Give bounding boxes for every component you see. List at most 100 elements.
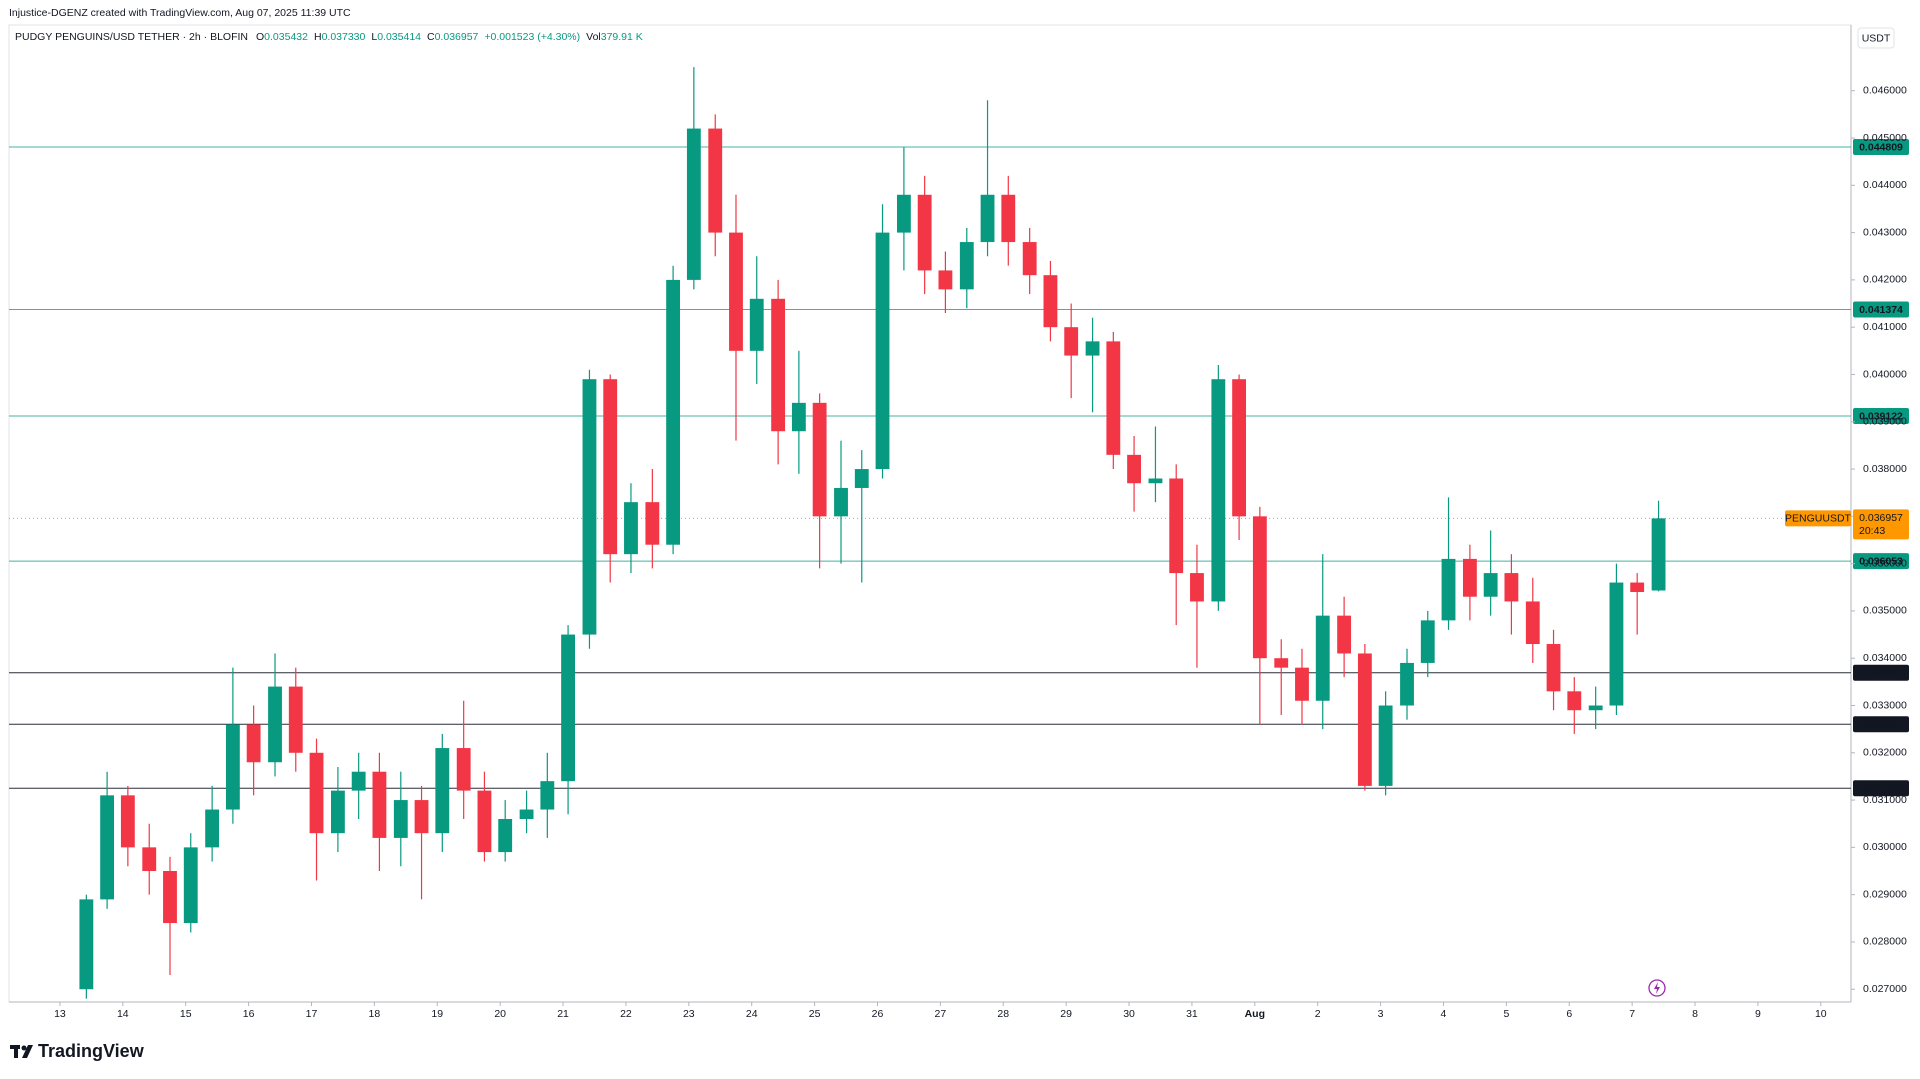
candle-body xyxy=(1420,620,1435,663)
legend-text: PUDGY PENGUINS/USD TETHER · 2h · BLOFIN O… xyxy=(15,31,643,43)
x-tick-label: 4 xyxy=(1441,1008,1447,1020)
x-tick-label: Aug xyxy=(1245,1008,1265,1020)
x-tick-label: 20 xyxy=(494,1008,506,1020)
y-tick-label: 0.028000 xyxy=(1863,936,1907,948)
candle-body xyxy=(1546,644,1561,692)
candle-body xyxy=(205,809,220,848)
x-tick-label: 6 xyxy=(1566,1008,1572,1020)
x-tick-label: 18 xyxy=(369,1008,381,1020)
candle-body xyxy=(896,194,911,233)
candle-body xyxy=(1001,194,1016,243)
level-label: 0.036053 xyxy=(1859,555,1903,567)
candle-body xyxy=(854,469,869,488)
y-tick-label: 0.034000 xyxy=(1863,652,1907,664)
candle-body xyxy=(1127,454,1141,484)
y-tick-label: 0.036000 xyxy=(1863,557,1907,569)
level-label: 0.044809 xyxy=(1859,141,1903,153)
level-label: 0.033692 xyxy=(1859,667,1903,679)
candle-body xyxy=(666,279,681,545)
levels: 0.044809 0.041374 0.039122 0.036053 0.033692… xyxy=(9,139,1909,797)
currency-box[interactable] xyxy=(1857,27,1895,49)
x-tick-label: 27 xyxy=(935,1008,947,1020)
candle-body xyxy=(729,232,743,351)
candle-body xyxy=(1504,573,1519,602)
candle-body xyxy=(1043,275,1058,328)
candle-body xyxy=(435,748,450,834)
x-tick-label: 19 xyxy=(431,1008,443,1020)
y-tick-label: 0.027000 xyxy=(1863,983,1907,995)
event-icon-bolt xyxy=(1654,982,1660,994)
legend-prefix: C xyxy=(427,31,435,43)
candle-body xyxy=(100,795,115,900)
y-tick-label: 0.032000 xyxy=(1863,747,1907,759)
candle-body xyxy=(1211,379,1226,602)
candle-body xyxy=(1085,341,1100,356)
candle-body xyxy=(708,128,723,233)
legend-prefix: O xyxy=(256,31,264,43)
x-tick-label: 31 xyxy=(1186,1008,1198,1020)
candle-body xyxy=(351,771,366,791)
x-tick-label: 5 xyxy=(1503,1008,1509,1020)
x-tick-label: 25 xyxy=(809,1008,821,1020)
candle-body xyxy=(624,502,638,555)
candle-body xyxy=(812,402,827,517)
candle-body xyxy=(1651,518,1666,591)
candle-body xyxy=(771,298,786,432)
candle-body xyxy=(414,800,429,834)
brand: TradingView xyxy=(38,1041,145,1061)
y-tick-label: 0.031000 xyxy=(1863,794,1907,806)
level-label: 0.032604 xyxy=(1859,719,1903,731)
logo-shape xyxy=(14,1045,18,1058)
candle-body xyxy=(791,402,806,432)
logo: TradingView xyxy=(10,1041,145,1061)
x-tick-label: 21 xyxy=(557,1008,569,1020)
candle-body xyxy=(330,790,345,834)
candle-body xyxy=(959,242,974,290)
candle-body xyxy=(686,128,701,280)
level-label-box xyxy=(1853,139,1909,156)
legend-prefix: H xyxy=(314,31,322,43)
x-tick-label: 23 xyxy=(683,1008,695,1020)
candle-body xyxy=(1378,705,1393,786)
candle-body xyxy=(1252,516,1267,659)
x-tick-label: 24 xyxy=(746,1008,758,1020)
candle-body xyxy=(142,847,157,872)
candle-body xyxy=(645,502,660,545)
axes: 0.027000 0.028000 0.029000 0.030000 0.031000… xyxy=(54,85,1909,1020)
level-label-box xyxy=(1853,301,1909,318)
candle-body xyxy=(1232,379,1247,517)
candle-body xyxy=(561,634,575,782)
y-tick-label: 0.030000 xyxy=(1863,841,1907,853)
candle-body xyxy=(372,771,387,838)
y-tick-label: 0.045000 xyxy=(1863,132,1907,144)
candle-body xyxy=(1337,615,1352,654)
credit: Injustice-DGENZ created with TradingView… xyxy=(9,7,351,19)
level-label-box xyxy=(1853,664,1909,681)
y-tick-label: 0.046000 xyxy=(1863,85,1907,97)
candle-body xyxy=(1357,653,1372,786)
symbol: PUDGY PENGUINS/USD TETHER · 2h · BLOFIN xyxy=(15,31,248,43)
x-tick-label: 9 xyxy=(1755,1008,1761,1020)
logo-shape xyxy=(21,1045,27,1051)
candle-body xyxy=(1295,667,1309,701)
legend-prefix: L xyxy=(371,31,377,43)
x-tick-label: 3 xyxy=(1378,1008,1384,1020)
candle-body xyxy=(582,379,597,635)
event-icon[interactable] xyxy=(1648,979,1666,997)
candle-body xyxy=(309,752,324,834)
y-tick-label: 0.044000 xyxy=(1863,179,1907,191)
candle-body xyxy=(288,686,303,753)
last-price-countdown: 20:43 xyxy=(1859,525,1885,537)
candle-body xyxy=(246,724,261,763)
x-tick-label: 22 xyxy=(620,1008,632,1020)
symbol-box xyxy=(1785,510,1851,527)
candle-body xyxy=(1148,478,1163,484)
legend-high: 0.037330 xyxy=(322,31,366,43)
level-label: 0.031249 xyxy=(1859,783,1903,795)
y-tick-label: 0.035000 xyxy=(1863,605,1907,617)
legend-change: +0.001523 (+4.30%) xyxy=(484,31,580,43)
candle-body xyxy=(1525,601,1540,645)
